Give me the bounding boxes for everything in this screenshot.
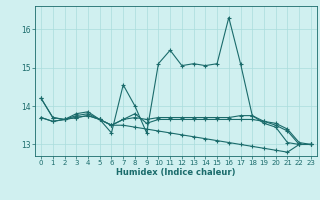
- X-axis label: Humidex (Indice chaleur): Humidex (Indice chaleur): [116, 168, 236, 177]
